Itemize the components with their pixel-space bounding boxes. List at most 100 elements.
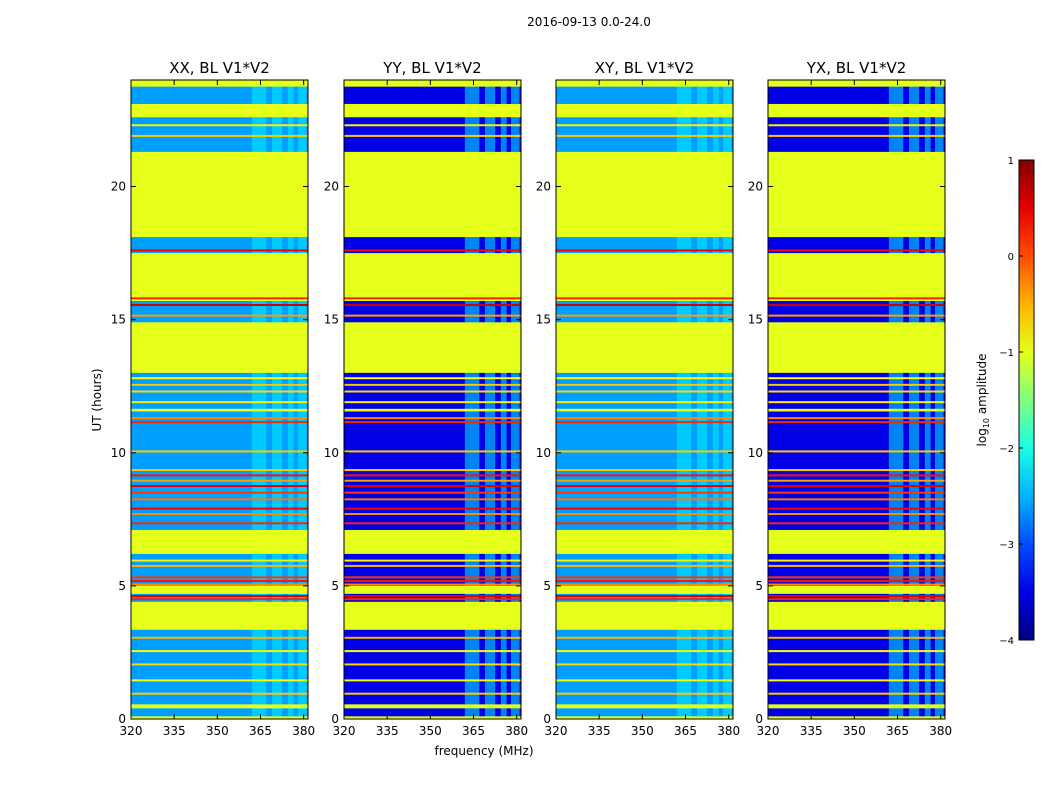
- rfi-line: [556, 421, 733, 424]
- rfi-line: [131, 692, 308, 695]
- y-tick-label: 20: [536, 180, 551, 194]
- rfi-channel-column: [464, 80, 480, 719]
- rfi-line: [768, 491, 945, 494]
- rfi-channel-column: [272, 80, 283, 719]
- rfi-line: [131, 559, 308, 562]
- rfi-channel-column: [909, 80, 920, 719]
- rfi-line: [768, 583, 945, 586]
- rfi-line: [768, 479, 945, 482]
- rfi-line: [344, 498, 521, 501]
- uniform-band: [768, 585, 945, 594]
- rfi-line: [768, 383, 945, 386]
- rfi-line: [131, 377, 308, 380]
- x-tick-label: 365: [674, 724, 697, 738]
- rfi-line: [556, 491, 733, 494]
- uniform-band: [768, 716, 945, 719]
- rfi-line: [556, 314, 733, 317]
- rfi-line: [768, 650, 945, 653]
- uniform-band: [344, 704, 521, 709]
- rfi-line: [556, 469, 733, 472]
- rfi-channel-column: [287, 80, 294, 719]
- rfi-line: [344, 249, 521, 252]
- y-tick-label: 20: [748, 180, 763, 194]
- uniform-band: [344, 103, 521, 118]
- uniform-band: [131, 253, 308, 301]
- rfi-line: [131, 594, 308, 597]
- colorbar-tick-label: −2: [999, 444, 1014, 455]
- rfi-line: [344, 303, 521, 306]
- panel-title: XX, BL V1*V2: [169, 59, 270, 77]
- rfi-line: [556, 580, 733, 583]
- rfi-line: [344, 580, 521, 583]
- rfi-line: [768, 134, 945, 137]
- rfi-line: [344, 421, 521, 424]
- rfi-line: [344, 576, 521, 579]
- rfi-channel-column: [697, 80, 708, 719]
- colorbar: 1 0 −1 −2 −3 −4: [999, 156, 1035, 647]
- rfi-channel-column: [297, 80, 307, 719]
- y-tick-label: 15: [748, 313, 763, 327]
- uniform-band: [131, 704, 308, 709]
- rfi-channel-column: [676, 80, 692, 719]
- rfi-line: [768, 576, 945, 579]
- uniform-band: [768, 529, 945, 554]
- rfi-line: [556, 479, 733, 482]
- rfi-line: [556, 383, 733, 386]
- rfi-line: [768, 692, 945, 695]
- rfi-line: [344, 377, 521, 380]
- uniform-band: [556, 585, 733, 594]
- x-tick-label: 320: [333, 724, 356, 738]
- rfi-line: [556, 663, 733, 666]
- uniform-band: [131, 103, 308, 118]
- y-axis-label: UT (hours): [90, 368, 104, 431]
- rfi-line: [556, 564, 733, 567]
- rfi-line: [131, 134, 308, 137]
- rfi-line: [131, 314, 308, 317]
- rfi-line: [556, 576, 733, 579]
- rfi-line: [131, 564, 308, 567]
- uniform-band: [768, 601, 945, 630]
- x-tick-label: 365: [462, 724, 485, 738]
- x-tick-label: 365: [249, 724, 272, 738]
- rfi-channel-column: [712, 80, 719, 719]
- rfi-line: [556, 650, 733, 653]
- y-tick-label: 0: [118, 712, 126, 726]
- y-tick-label: 0: [543, 712, 551, 726]
- rfi-line: [131, 583, 308, 586]
- rfi-line: [131, 679, 308, 682]
- rfi-line: [768, 507, 945, 510]
- y-tick-label: 5: [118, 579, 126, 593]
- uniform-band: [131, 585, 308, 594]
- y-tick-label: 10: [536, 446, 551, 460]
- rfi-line: [344, 450, 521, 453]
- rfi-line: [131, 297, 308, 300]
- rfi-line: [768, 314, 945, 317]
- rfi-line: [344, 134, 521, 137]
- uniform-band: [556, 151, 733, 238]
- rfi-line: [131, 479, 308, 482]
- uniform-band: [344, 322, 521, 373]
- uniform-band: [768, 80, 945, 87]
- uniform-band: [131, 322, 308, 373]
- uniform-band: [344, 408, 521, 412]
- rfi-line: [556, 498, 733, 501]
- rfi-line: [768, 663, 945, 666]
- colorbar-tick-label: −4: [999, 636, 1014, 647]
- rfi-line: [556, 679, 733, 682]
- rfi-line: [768, 377, 945, 380]
- rfi-line: [556, 297, 733, 300]
- rfi-line: [131, 598, 308, 601]
- y-tick-label: 5: [543, 579, 551, 593]
- rfi-channel-column: [500, 80, 507, 719]
- rfi-line: [344, 663, 521, 666]
- rfi-line: [556, 134, 733, 137]
- rfi-line: [768, 303, 945, 306]
- rfi-line: [556, 522, 733, 525]
- x-tick-label: 335: [376, 724, 399, 738]
- axes-frame: [767, 79, 946, 720]
- colorbar-gradient: [1018, 159, 1035, 641]
- rfi-line: [131, 663, 308, 666]
- rfi-line: [556, 485, 733, 488]
